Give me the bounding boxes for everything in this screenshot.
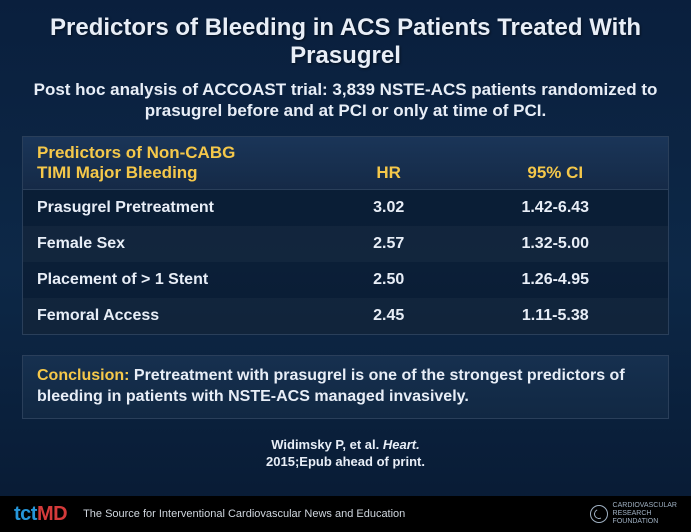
crf-text: CARDIOVASCULAR RESEARCH FOUNDATION [613,502,677,525]
cell-predictor: Placement of > 1 Stent [37,271,321,289]
footer-bar: tctMD The Source for Interventional Card… [0,496,691,532]
table-header-row: Predictors of Non-CABG TIMI Major Bleedi… [23,137,668,191]
table-body: Prasugrel Pretreatment 3.02 1.42-6.43 Fe… [23,190,668,334]
cell-hr: 2.57 [321,235,457,253]
crf-icon [590,505,608,523]
tctmd-logo: tctMD [14,503,67,526]
table-header-hr: HR [321,143,457,184]
citation: Widimsky P, et al. Heart. 2015;Epub ahea… [22,437,669,471]
conclusion-box: Conclusion: Pretreatment with prasugrel … [22,355,669,419]
table-header-ci: 95% CI [457,143,654,184]
table-header-predictor: Predictors of Non-CABG TIMI Major Bleedi… [37,143,321,184]
cell-ci: 1.42-6.43 [457,199,654,217]
slide-title: Predictors of Bleeding in ACS Patients T… [22,14,669,69]
crf-line2: RESEARCH [613,510,677,518]
footer-tagline: The Source for Interventional Cardiovasc… [83,508,405,520]
header-line2: TIMI Major Bleeding [37,163,198,182]
cell-predictor: Femoral Access [37,307,321,325]
citation-year: 2015;Epub ahead of print. [266,454,425,469]
conclusion-label: Conclusion: [37,367,129,384]
cell-ci: 1.11-5.38 [457,307,654,325]
logo-tct-text: tct [14,503,37,526]
citation-authors: Widimsky P, et al. [271,437,379,452]
cell-ci: 1.26-4.95 [457,271,654,289]
table-row: Femoral Access 2.45 1.11-5.38 [23,298,668,334]
table-row: Prasugrel Pretreatment 3.02 1.42-6.43 [23,190,668,226]
crf-logo: CARDIOVASCULAR RESEARCH FOUNDATION [590,502,677,525]
predictors-table: Predictors of Non-CABG TIMI Major Bleedi… [22,136,669,336]
cell-predictor: Female Sex [37,235,321,253]
slide-subtitle: Post hoc analysis of ACCOAST trial: 3,83… [22,79,669,122]
cell-hr: 3.02 [321,199,457,217]
logo-md-text: MD [37,503,67,526]
cell-ci: 1.32-5.00 [457,235,654,253]
table-row: Female Sex 2.57 1.32-5.00 [23,226,668,262]
table-row: Placement of > 1 Stent 2.50 1.26-4.95 [23,262,668,298]
header-line1: Predictors of Non-CABG [37,143,235,162]
slide: Predictors of Bleeding in ACS Patients T… [0,0,691,532]
cell-predictor: Prasugrel Pretreatment [37,199,321,217]
crf-line3: FOUNDATION [613,518,677,526]
citation-journal: Heart. [383,437,420,452]
crf-line1: CARDIOVASCULAR [613,502,677,510]
cell-hr: 2.45 [321,307,457,325]
cell-hr: 2.50 [321,271,457,289]
